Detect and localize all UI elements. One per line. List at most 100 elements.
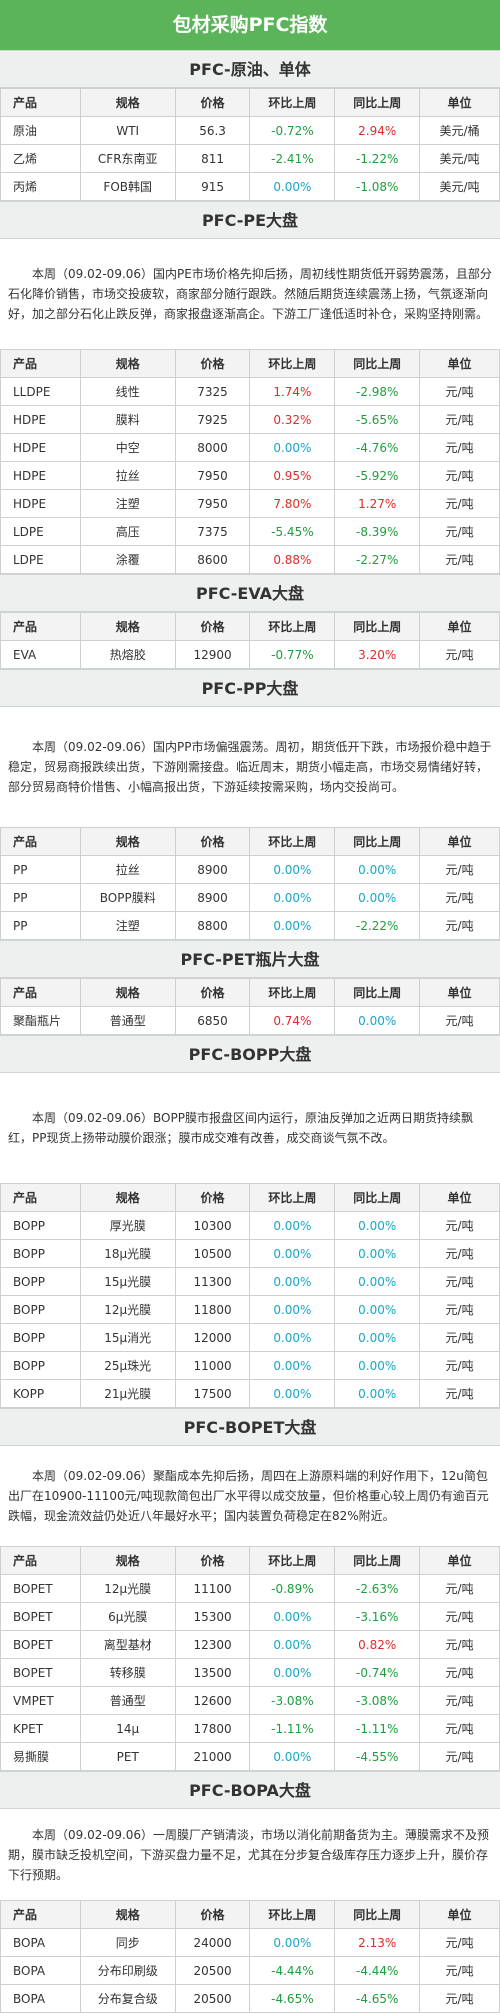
table-row: BOPP 厚光膜 10300 0.00% 0.00% 元/吨 xyxy=(0,1211,500,1240)
paragraph-text: 本周（09.02-09.06）聚酯成本先抑后扬，周四在上游原料端的利好作用下，1… xyxy=(8,1469,489,1523)
column-header: 价格 xyxy=(174,827,251,856)
cell: 元/吨 xyxy=(419,1742,500,1771)
cell: 美元/吨 xyxy=(419,144,500,173)
column-header: 单位 xyxy=(419,612,500,641)
cell: 15μ消光 xyxy=(79,1323,176,1352)
cell: 7325 xyxy=(174,377,251,406)
cell: 普通型 xyxy=(79,1686,176,1715)
table-row: HDPE 拉丝 7950 0.95% -5.92% 元/吨 xyxy=(0,461,500,490)
price-table: 产品 规格 价格 环比上周 同比上周 单位 BOPP 厚光膜 10300 0.00% 0.00% 元/… xyxy=(0,1183,500,1408)
cell: BOPA xyxy=(0,1928,81,1957)
column-header: 产品 xyxy=(0,88,81,117)
cell: 0.00% xyxy=(334,1351,421,1380)
column-header: 价格 xyxy=(174,1900,251,1929)
cell: 0.00% xyxy=(334,855,421,884)
cell: 11800 xyxy=(174,1295,251,1324)
section: PFC-原油、单体 产品 规格 价格 环比上周 同比上周 单位 原油 WTI 56.3 -0.72%… xyxy=(0,50,500,201)
cell: 膜料 xyxy=(79,405,176,434)
cell: 分布复合级 xyxy=(79,1984,176,2013)
cell: 0.00% xyxy=(249,1323,336,1352)
cell: HDPE xyxy=(0,433,81,462)
table-row: BOPET 离型基材 12300 0.00% 0.82% 元/吨 xyxy=(0,1630,500,1659)
cell: -4.55% xyxy=(334,1742,421,1771)
cell: WTI xyxy=(79,116,176,145)
cell: 注塑 xyxy=(79,911,176,940)
cell: 12600 xyxy=(174,1686,251,1715)
column-header: 产品 xyxy=(0,349,81,378)
column-header: 单位 xyxy=(419,1546,500,1575)
cell: BOPP xyxy=(0,1351,81,1380)
cell: 0.00% xyxy=(249,1239,336,1268)
cell: 12900 xyxy=(174,640,251,669)
cell: LDPE xyxy=(0,545,81,574)
cell: LLDPE xyxy=(0,377,81,406)
column-header: 单位 xyxy=(419,978,500,1007)
cell: 20500 xyxy=(174,1956,251,1985)
cell: 17500 xyxy=(174,1379,251,1408)
section-title: PFC-PE大盘 xyxy=(0,201,500,239)
cell: 0.00% xyxy=(334,1379,421,1408)
cell: 2.94% xyxy=(334,116,421,145)
cell: 0.00% xyxy=(334,1267,421,1296)
table-row: BOPA 分布印刷级 20500 -4.44% -4.44% 元/吨 xyxy=(0,1956,500,1985)
cell: 15μ光膜 xyxy=(79,1267,176,1296)
cell: -5.92% xyxy=(334,461,421,490)
column-header: 环比上周 xyxy=(249,1546,336,1575)
cell: 6μ光膜 xyxy=(79,1602,176,1631)
cell: BOPET xyxy=(0,1574,81,1603)
section: PFC-EVA大盘 产品 规格 价格 环比上周 同比上周 单位 EVA 热熔胶 12900 -0.7… xyxy=(0,574,500,669)
cell: -2.98% xyxy=(334,377,421,406)
cell: 0.00% xyxy=(334,1211,421,1240)
cell: 21000 xyxy=(174,1742,251,1771)
cell: 12000 xyxy=(174,1323,251,1352)
cell: -8.39% xyxy=(334,517,421,546)
column-header: 价格 xyxy=(174,1183,251,1212)
cell: -5.65% xyxy=(334,405,421,434)
price-table: 产品 规格 价格 环比上周 同比上周 单位 聚酯瓶片 普通型 6850 0.74% 0.00% 元/吨 xyxy=(0,978,500,1035)
cell: 0.00% xyxy=(249,1742,336,1771)
cell: 7950 xyxy=(174,489,251,518)
cell: VMPET xyxy=(0,1686,81,1715)
column-header: 环比上周 xyxy=(249,349,336,378)
column-header: 规格 xyxy=(79,349,176,378)
cell: 同步 xyxy=(79,1928,176,1957)
cell: 普通型 xyxy=(79,1006,176,1035)
cell: 21μ光膜 xyxy=(79,1379,176,1408)
cell: CFR东南亚 xyxy=(79,144,176,173)
cell: 811 xyxy=(174,144,251,173)
cell: FOB韩国 xyxy=(79,172,176,201)
cell: 3.20% xyxy=(334,640,421,669)
cell: -3.16% xyxy=(334,1602,421,1631)
cell: 7.80% xyxy=(249,489,336,518)
cell: -1.11% xyxy=(249,1714,336,1743)
table-row: 易撕膜 PET 21000 0.00% -4.55% 元/吨 xyxy=(0,1742,500,1771)
cell: LDPE xyxy=(0,517,81,546)
cell: 7925 xyxy=(174,405,251,434)
cell: 0.00% xyxy=(249,1351,336,1380)
cell: 注塑 xyxy=(79,489,176,518)
cell: 7375 xyxy=(174,517,251,546)
cell: 元/吨 xyxy=(419,1323,500,1352)
table-row: HDPE 注塑 7950 7.80% 1.27% 元/吨 xyxy=(0,489,500,518)
column-header: 规格 xyxy=(79,612,176,641)
cell: 元/吨 xyxy=(419,377,500,406)
cell: 12300 xyxy=(174,1630,251,1659)
table-row: BOPP 18μ光膜 10500 0.00% 0.00% 元/吨 xyxy=(0,1239,500,1268)
cell: 0.00% xyxy=(249,1267,336,1296)
column-header: 环比上周 xyxy=(249,1900,336,1929)
cell: 0.74% xyxy=(249,1006,336,1035)
cell: -3.08% xyxy=(249,1686,336,1715)
header-row: 产品 规格 价格 环比上周 同比上周 单位 xyxy=(0,827,500,856)
cell: 0.00% xyxy=(334,1006,421,1035)
column-header: 同比上周 xyxy=(334,827,421,856)
column-header: 环比上周 xyxy=(249,827,336,856)
paragraph: 本周（09.02-09.06）BOPP膜市报盘区间内运行，原油反弹加之近两日期货… xyxy=(0,1073,500,1183)
cell: BOPP xyxy=(0,1211,81,1240)
cell: KOPP xyxy=(0,1379,81,1408)
column-header: 产品 xyxy=(0,978,81,1007)
column-header: 单位 xyxy=(419,88,500,117)
cell: 元/吨 xyxy=(419,461,500,490)
cell: 元/吨 xyxy=(419,433,500,462)
cell: 0.32% xyxy=(249,405,336,434)
section-title: PFC-PP大盘 xyxy=(0,669,500,707)
